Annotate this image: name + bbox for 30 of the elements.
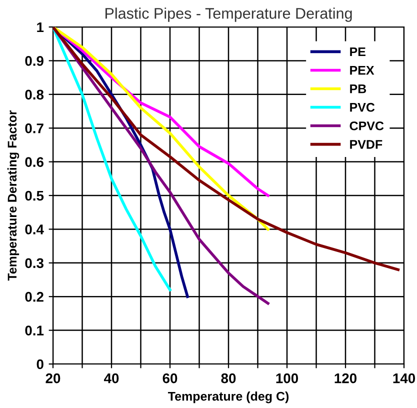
x-tick-label: 60 — [162, 373, 178, 384]
y-tick-label: 0.2 — [25, 292, 44, 302]
y-tick-label: 0.9 — [25, 56, 44, 66]
y-tick-label: 0.1 — [25, 326, 44, 336]
x-axis-title: Temperature (deg C) — [168, 392, 289, 404]
line-series — [53, 27, 400, 272]
y-axis-title: Temperature Derating Factor — [7, 110, 20, 281]
y-tick-label: 0.7 — [25, 123, 44, 134]
legend-label: PB — [350, 84, 366, 94]
y-tick-label: 0.6 — [25, 157, 44, 167]
legend-label: PEX — [350, 66, 374, 75]
legend-label: PVC — [350, 102, 375, 112]
y-tick-label: 0.3 — [25, 258, 44, 268]
x-tick-label: 120 — [334, 373, 357, 384]
y-tick-label: 0.4 — [25, 224, 44, 234]
line-series — [53, 27, 270, 231]
x-tick-label: 20 — [46, 373, 60, 384]
legend-label: PVDF — [350, 140, 382, 149]
x-tick-label: 140 — [393, 373, 416, 384]
x-tick-label: 80 — [221, 373, 236, 384]
legend-label: CPVC — [350, 121, 384, 130]
line-series — [53, 27, 270, 305]
legend-label: PE — [350, 47, 366, 56]
chart-title: Plastic Pipes - Temperature Derating — [106, 8, 352, 22]
y-tick-label: 0.8 — [25, 90, 44, 100]
y-tick-label: 0.5 — [25, 190, 44, 201]
x-tick-label: 100 — [276, 373, 298, 384]
y-tick-label: 1 — [37, 22, 44, 32]
x-tick-label: 40 — [104, 373, 119, 384]
y-tick-label: 0 — [36, 359, 44, 370]
